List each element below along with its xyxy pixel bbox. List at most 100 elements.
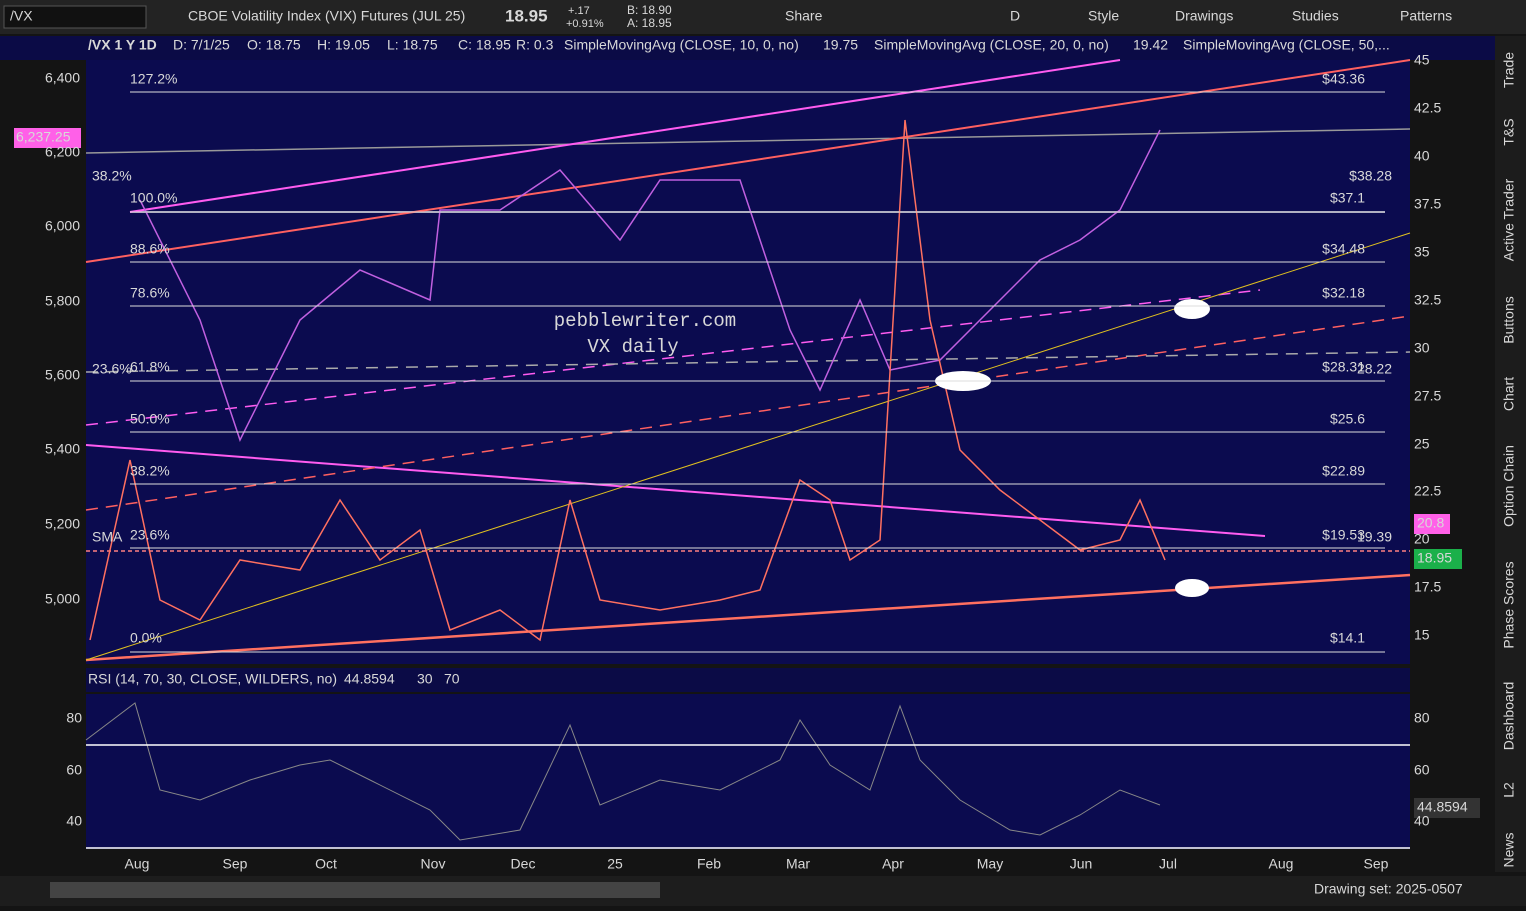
- ohlc-field: R: 0.3: [516, 37, 554, 53]
- study-name: SimpleMovingAvg (CLOSE, 20, 0, no): [874, 37, 1109, 53]
- x-axis-label: Feb: [697, 856, 721, 872]
- right-axis-label: 40: [1414, 148, 1430, 164]
- x-axis-label: Nov: [421, 856, 446, 872]
- price-tag: 18.95: [1417, 550, 1452, 566]
- study-value: 19.42: [1133, 37, 1168, 53]
- side-tab[interactable]: Trade: [1501, 52, 1517, 88]
- toolbar-button[interactable]: Drawings: [1175, 8, 1233, 24]
- toolbar-button[interactable]: D: [1010, 8, 1020, 24]
- left-axis-label: 5,000: [45, 591, 80, 607]
- rsi-high: 70: [444, 671, 460, 687]
- bid: B: 18.90: [627, 3, 672, 17]
- fib-level: 0.0%: [130, 630, 162, 646]
- side-tab[interactable]: Phase Scores: [1501, 561, 1517, 648]
- fib-level: 50.0%: [130, 411, 170, 427]
- side-tab[interactable]: L2: [1501, 782, 1517, 798]
- fib-price: $37.1: [1330, 190, 1365, 206]
- rsi-title: RSI (14, 70, 30, CLOSE, WILDERS, no): [88, 671, 337, 687]
- x-axis-label: Sep: [223, 856, 248, 872]
- x-axis-label: Jun: [1070, 856, 1093, 872]
- watermark: VX daily: [587, 336, 678, 358]
- left-tag-box: [14, 128, 81, 148]
- fib-price: $32.18: [1322, 285, 1365, 301]
- x-axis-label: May: [977, 856, 1003, 872]
- rsi-axis-label: 80: [1414, 710, 1430, 726]
- watermark: pebblewriter.com: [554, 310, 736, 332]
- price-tag: 20.8: [1417, 515, 1444, 531]
- left-axis-label: 6,000: [45, 218, 80, 234]
- ohlc-field: O: 18.75: [247, 37, 301, 53]
- left-axis-label: 6,200: [45, 144, 80, 160]
- side-tab[interactable]: T&S: [1501, 118, 1517, 145]
- right-axis-label: 17.5: [1414, 579, 1441, 595]
- left-axis-label: 5,400: [45, 441, 80, 457]
- side-tab[interactable]: Active Trader: [1501, 178, 1517, 261]
- spx-fib-price: 28.22: [1357, 361, 1392, 377]
- change-pct: +0.91%: [566, 18, 604, 30]
- x-axis-label: Apr: [882, 856, 904, 872]
- rsi-axis-label: 40: [66, 813, 82, 829]
- right-axis-label: 37.5: [1414, 196, 1441, 212]
- ask: A: 18.95: [627, 16, 672, 30]
- right-axis-label: 30: [1414, 340, 1430, 356]
- study-name: SimpleMovingAvg (CLOSE, 10, 0, no): [564, 37, 799, 53]
- toolbar-button[interactable]: Share: [785, 8, 823, 24]
- left-axis-label: 5,200: [45, 516, 80, 532]
- right-axis-label: 42.5: [1414, 100, 1441, 116]
- fib-price: $34.48: [1322, 241, 1365, 257]
- last-price: 18.95: [505, 6, 548, 25]
- right-axis-label: 27.5: [1414, 388, 1441, 404]
- fib-price: $43.36: [1322, 71, 1365, 87]
- rsi-tag: 44.8594: [1417, 799, 1468, 815]
- left-axis-label: 5,600: [45, 367, 80, 383]
- left-axis-label: 5,800: [45, 293, 80, 309]
- right-axis-label: 20: [1414, 531, 1430, 547]
- side-tab[interactable]: Option Chain: [1501, 445, 1517, 527]
- spx-fib-level: 23.6%: [92, 361, 132, 377]
- side-tab[interactable]: Chart: [1501, 377, 1517, 411]
- rsi-low: 30: [417, 671, 433, 687]
- fib-price: $25.6: [1330, 411, 1365, 427]
- rsi-axis-label: 60: [66, 762, 82, 778]
- fib-level: 23.6%: [130, 527, 170, 543]
- fib-level: 38.2%: [130, 463, 170, 479]
- drawing-set: Drawing set: 2025-0507: [1314, 881, 1463, 897]
- sma-label: SMA: [92, 529, 123, 545]
- x-axis-label: Dec: [511, 856, 536, 872]
- toolbar-button[interactable]: Studies: [1292, 8, 1339, 24]
- fib-level: 61.8%: [130, 359, 170, 375]
- chart-title: /VX 1 Y 1D: [88, 37, 157, 53]
- side-tab[interactable]: Dashboard: [1501, 682, 1517, 751]
- side-tab[interactable]: News: [1501, 832, 1517, 867]
- study-name: SimpleMovingAvg (CLOSE, 50,...: [1183, 37, 1390, 53]
- sma-price: 19.39: [1357, 529, 1392, 545]
- side-tab[interactable]: Buttons: [1501, 296, 1517, 343]
- ohlc-field: L: 18.75: [387, 37, 438, 53]
- x-axis-label: Oct: [315, 856, 337, 872]
- fib-price: $22.89: [1322, 463, 1365, 479]
- description: CBOE Volatility Index (VIX) Futures (JUL…: [188, 8, 465, 24]
- symbol-box[interactable]: [3, 5, 147, 29]
- right-axis-label: 45: [1414, 52, 1430, 68]
- left-axis-tag: 6,237.25: [16, 129, 71, 145]
- fib-level: 88.6%: [130, 241, 170, 257]
- toolbar-button[interactable]: Patterns: [1400, 8, 1452, 24]
- change: +.17: [568, 5, 590, 17]
- toolbar-button[interactable]: Style: [1088, 8, 1119, 24]
- rsi-axis-label: 40: [1414, 813, 1430, 829]
- right-axis-label: 35: [1414, 244, 1430, 260]
- rsi-axis-label: 60: [1414, 762, 1430, 778]
- right-axis-label: 25: [1414, 436, 1430, 452]
- rsi-axis-label: 80: [66, 710, 82, 726]
- rsi-value: 44.8594: [344, 671, 395, 687]
- fib-price: $28.31: [1322, 359, 1365, 375]
- symbol: /VX: [10, 8, 33, 24]
- study-value: 19.75: [823, 37, 858, 53]
- x-axis-label: Sep: [1364, 856, 1389, 872]
- spx-fib-level: 38.2%: [92, 168, 132, 184]
- fib-level: 100.0%: [130, 190, 177, 206]
- fib-level: 78.6%: [130, 285, 170, 301]
- right-axis-label: 32.5: [1414, 292, 1441, 308]
